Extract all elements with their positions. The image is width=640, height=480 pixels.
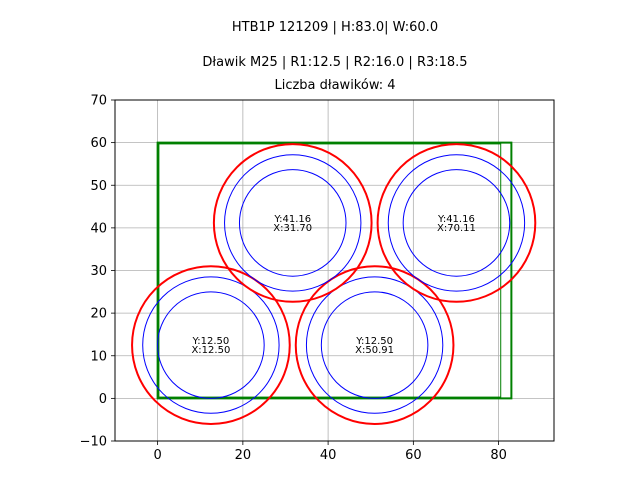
x-tick-label: 20: [235, 448, 252, 463]
gland-circle-r2: [142, 276, 280, 414]
y-tick-label: 20: [90, 307, 107, 322]
gland-label-x: X:31.70: [273, 223, 312, 234]
x-tick-label: 0: [153, 448, 161, 463]
y-tick-label: −10: [80, 435, 107, 450]
y-tick-label: 60: [90, 136, 107, 151]
gland-circle-r1: [402, 169, 511, 277]
y-tick-label: 40: [90, 221, 107, 236]
gland-circle-r1: [238, 169, 347, 277]
y-tick-label: 30: [90, 264, 107, 279]
gland-circle-r2: [305, 276, 444, 414]
gland-circle-r1: [320, 291, 429, 399]
x-tick-label: 40: [320, 448, 337, 463]
gland-circle-r3: [376, 143, 537, 303]
gland-label-x: X:50.91: [355, 345, 394, 356]
gland-label-x: X:12.50: [191, 345, 230, 356]
gland-circle-r3: [131, 265, 291, 425]
y-tick-label: 50: [90, 179, 107, 194]
gland-label-y: Y:41.16: [437, 214, 475, 225]
enclosure-outer-outline: [156, 141, 513, 400]
gland-circle-r1: [157, 291, 265, 399]
chart-title-2: Dławik M25 | R1:12.5 | R2:16.0 | R3:18.5: [202, 55, 467, 70]
axes-frame: [114, 99, 555, 442]
gland-label-y: Y:41.16: [273, 214, 311, 225]
gland-label-y: Y:12.50: [192, 336, 230, 347]
x-tick-label: 60: [405, 448, 422, 463]
gland-circle-r2: [224, 154, 362, 292]
gland-circle-r3: [294, 265, 455, 425]
x-tick-label: 80: [490, 448, 507, 463]
y-tick-label: 0: [99, 392, 107, 407]
gland-circle-r2: [387, 154, 526, 292]
gland-label-x: X:70.11: [437, 223, 476, 234]
axis-ticks: 0 20 40 60 80 −10 0 10 20 30 40 50 60 70: [80, 94, 507, 464]
plot-area: Y:12.50X:12.50Y:12.50X:50.91Y:41.16X:31.…: [131, 141, 537, 425]
chart-title-3: Liczba dławików: 4: [274, 78, 395, 93]
gland-circle-r3: [212, 143, 373, 303]
chart-title-1: HTB1P 121209 | H:83.0| W:60.0: [232, 20, 438, 35]
gland-label-y: Y:12.50: [355, 336, 393, 347]
y-tick-label: 10: [90, 349, 107, 364]
y-tick-label: 70: [90, 94, 107, 109]
